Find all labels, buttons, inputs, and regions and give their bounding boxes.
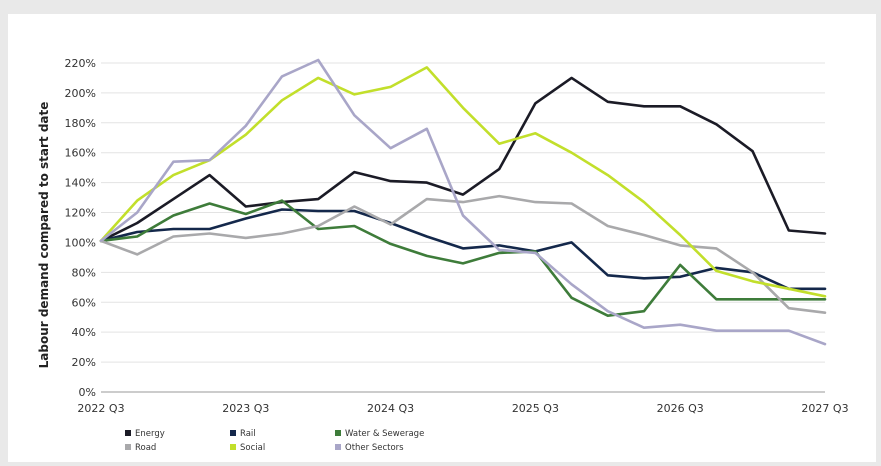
x-tick-label: 2022 Q3 [77, 402, 124, 415]
series-line-road [99, 194, 827, 315]
grid-lines [101, 62, 825, 393]
series-lines [99, 58, 827, 346]
x-axis-tick-labels: 2022 Q3 2023 Q3 2024 Q3 2025 Q3 2026 Q3 2027 … [77, 402, 848, 415]
legend-item-water-sewerage: Water & Sewerage [335, 429, 424, 439]
legend-swatch [125, 430, 131, 436]
series-line-water-sewerage [99, 199, 827, 318]
x-tick-label: 2026 Q3 [657, 402, 704, 415]
y-axis-label: Labour demand compared to start date [37, 102, 51, 369]
y-axis-tick-labels: 0% 20% 40% 60% 80% 100% 120% 140% 160% 180% 200% 22… [65, 57, 96, 399]
line-chart: 0% 20% 40% 60% 80% 100% 120% 140% 160% 180% 200% 22… [37, 57, 849, 453]
series-line-social [99, 66, 827, 298]
legend-item-energy: Energy [125, 429, 165, 439]
legend-item-social: Social [230, 443, 265, 453]
y-tick-label: 80% [72, 266, 96, 279]
y-tick-label: 0% [79, 386, 96, 399]
legend-label: Road [135, 443, 156, 453]
y-tick-label: 180% [65, 117, 96, 130]
legend-item-rail: Rail [230, 429, 256, 439]
legend-label: Energy [135, 429, 165, 439]
y-tick-label: 20% [72, 356, 96, 369]
x-tick-label: 2027 Q3 [801, 402, 848, 415]
legend-label: Social [240, 443, 265, 453]
x-tick-label: 2023 Q3 [222, 402, 269, 415]
series-line-energy [99, 76, 827, 243]
legend-item-road: Road [125, 443, 156, 453]
y-tick-label: 140% [65, 177, 96, 190]
legend-swatch [125, 444, 131, 450]
legend: Energy Rail Water & Sewerage Road Social Othe… [125, 429, 424, 453]
y-tick-label: 200% [65, 87, 96, 100]
y-tick-label: 60% [72, 296, 96, 309]
legend-swatch [335, 444, 341, 450]
series-line-rail [99, 208, 827, 291]
y-tick-label: 220% [65, 57, 96, 70]
legend-label: Rail [240, 429, 256, 439]
x-tick-label: 2024 Q3 [367, 402, 414, 415]
y-tick-label: 40% [72, 326, 96, 339]
legend-item-other-sectors: Other Sectors [335, 443, 404, 453]
y-tick-label: 120% [65, 207, 96, 220]
legend-label: Other Sectors [345, 443, 404, 453]
legend-swatch [230, 430, 236, 436]
x-tick-label: 2025 Q3 [512, 402, 559, 415]
y-tick-label: 160% [65, 147, 96, 160]
legend-swatch [230, 444, 236, 450]
legend-swatch [335, 430, 341, 436]
legend-label: Water & Sewerage [345, 429, 424, 439]
series-line-other-sectors [99, 58, 827, 346]
y-tick-label: 100% [65, 236, 96, 249]
chart-card: 0% 20% 40% 60% 80% 100% 120% 140% 160% 180% 200% 22… [8, 14, 876, 462]
